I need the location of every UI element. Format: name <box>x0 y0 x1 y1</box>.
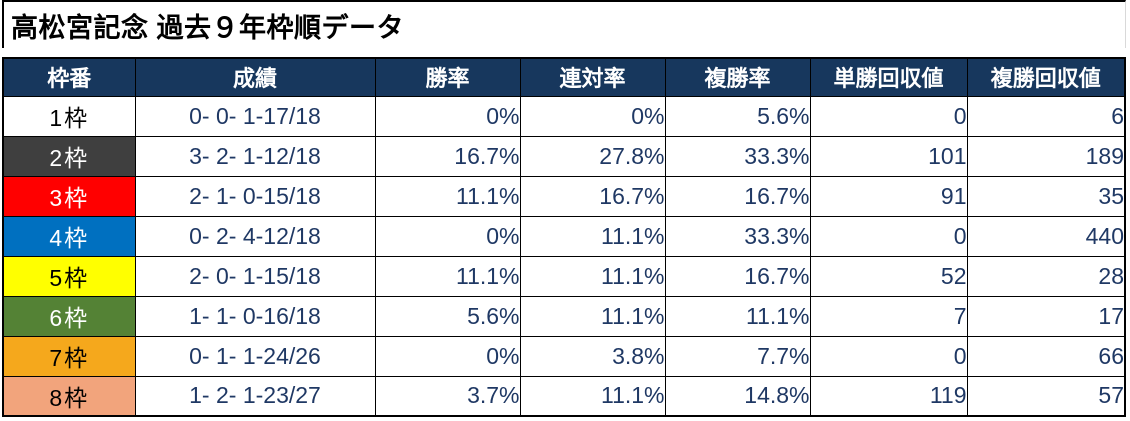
show-rate-cell: 14.8% <box>664 375 811 417</box>
frame-data-table: 枠番 成績 勝率 連対率 複勝率 単勝回収値 複勝回収値 1枠 0- 0- 1-… <box>2 57 1126 417</box>
frame-label: 7枠 <box>2 335 136 377</box>
record-cell: 1- 2- 1-23/27 <box>134 375 376 417</box>
win-rate-cell: 5.6% <box>374 295 521 337</box>
record-cell: 3- 2- 1-12/18 <box>134 135 376 177</box>
record-cell: 0- 1- 1-24/26 <box>134 335 376 377</box>
quinella-rate-cell: 11.1% <box>519 295 666 337</box>
quinella-rate-cell: 16.7% <box>519 175 666 217</box>
frame-label: 8枠 <box>2 375 136 417</box>
quinella-rate-cell: 11.1% <box>519 255 666 297</box>
quinella-rate-cell: 0% <box>519 95 666 137</box>
win-payback-cell: 52 <box>809 255 968 297</box>
win-rate-cell: 0% <box>374 95 521 137</box>
show-payback-cell: 189 <box>966 135 1126 177</box>
show-payback-cell: 35 <box>966 175 1126 217</box>
win-rate-cell: 11.1% <box>374 175 521 217</box>
header-frame-number: 枠番 <box>2 57 136 97</box>
header-win-payback: 単勝回収値 <box>809 57 968 97</box>
quinella-rate-cell: 27.8% <box>519 135 666 177</box>
frame-label: 5枠 <box>2 255 136 297</box>
frame-label: 2枠 <box>2 135 136 177</box>
win-payback-cell: 7 <box>809 295 968 337</box>
show-rate-cell: 11.1% <box>664 295 811 337</box>
table-row-frame2: 2枠 3- 2- 1-12/18 16.7% 27.8% 33.3% 101 1… <box>2 135 1126 177</box>
quinella-rate-cell: 11.1% <box>519 215 666 257</box>
record-cell: 2- 0- 1-15/18 <box>134 255 376 297</box>
table-row-frame1: 1枠 0- 0- 1-17/18 0% 0% 5.6% 0 6 <box>2 95 1126 137</box>
show-payback-cell: 6 <box>966 95 1126 137</box>
show-payback-cell: 440 <box>966 215 1126 257</box>
win-rate-cell: 0% <box>374 335 521 377</box>
table-header-row: 枠番 成績 勝率 連対率 複勝率 単勝回収値 複勝回収値 <box>2 57 1126 97</box>
win-payback-cell: 0 <box>809 215 968 257</box>
header-quinella-rate: 連対率 <box>519 57 666 97</box>
win-payback-cell: 101 <box>809 135 968 177</box>
win-rate-cell: 3.7% <box>374 375 521 417</box>
record-cell: 1- 1- 0-16/18 <box>134 295 376 337</box>
show-rate-cell: 16.7% <box>664 175 811 217</box>
win-rate-cell: 11.1% <box>374 255 521 297</box>
win-rate-cell: 0% <box>374 215 521 257</box>
header-show-rate: 複勝率 <box>664 57 811 97</box>
frame-label: 6枠 <box>2 295 136 337</box>
win-payback-cell: 119 <box>809 375 968 417</box>
win-rate-cell: 16.7% <box>374 135 521 177</box>
show-rate-cell: 5.6% <box>664 95 811 137</box>
title-bar: 高松宮記念 過去９年枠順データ <box>2 0 1126 48</box>
show-payback-cell: 28 <box>966 255 1126 297</box>
win-payback-cell: 0 <box>809 335 968 377</box>
show-payback-cell: 57 <box>966 375 1126 417</box>
frame-label: 4枠 <box>2 215 136 257</box>
page-title: 高松宮記念 過去９年枠順データ <box>11 12 405 43</box>
header-win-rate: 勝率 <box>374 57 521 97</box>
header-show-payback: 複勝回収値 <box>966 57 1126 97</box>
table-row-frame8: 8枠 1- 2- 1-23/27 3.7% 11.1% 14.8% 119 57 <box>2 375 1126 417</box>
show-payback-cell: 17 <box>966 295 1126 337</box>
show-rate-cell: 33.3% <box>664 215 811 257</box>
table-row-frame7: 7枠 0- 1- 1-24/26 0% 3.8% 7.7% 0 66 <box>2 335 1126 377</box>
record-cell: 2- 1- 0-15/18 <box>134 175 376 217</box>
record-cell: 0- 0- 1-17/18 <box>134 95 376 137</box>
show-payback-cell: 66 <box>966 335 1126 377</box>
header-record: 成績 <box>134 57 376 97</box>
table-row-frame4: 4枠 0- 2- 4-12/18 0% 11.1% 33.3% 0 440 <box>2 215 1126 257</box>
table-row-frame6: 6枠 1- 1- 0-16/18 5.6% 11.1% 11.1% 7 17 <box>2 295 1126 337</box>
quinella-rate-cell: 11.1% <box>519 375 666 417</box>
table-row-frame3: 3枠 2- 1- 0-15/18 11.1% 16.7% 16.7% 91 35 <box>2 175 1126 217</box>
win-payback-cell: 91 <box>809 175 968 217</box>
table-row-frame5: 5枠 2- 0- 1-15/18 11.1% 11.1% 16.7% 52 28 <box>2 255 1126 297</box>
win-payback-cell: 0 <box>809 95 968 137</box>
frame-label: 1枠 <box>2 95 136 137</box>
show-rate-cell: 16.7% <box>664 255 811 297</box>
show-rate-cell: 7.7% <box>664 335 811 377</box>
frame-label: 3枠 <box>2 175 136 217</box>
show-rate-cell: 33.3% <box>664 135 811 177</box>
record-cell: 0- 2- 4-12/18 <box>134 215 376 257</box>
quinella-rate-cell: 3.8% <box>519 335 666 377</box>
